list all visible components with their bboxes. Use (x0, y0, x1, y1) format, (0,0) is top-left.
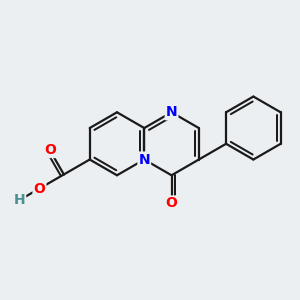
Text: O: O (44, 143, 56, 157)
Text: O: O (166, 196, 178, 211)
Text: O: O (34, 182, 45, 196)
Text: N: N (166, 105, 177, 119)
Text: N: N (138, 152, 150, 167)
Text: H: H (14, 193, 25, 207)
